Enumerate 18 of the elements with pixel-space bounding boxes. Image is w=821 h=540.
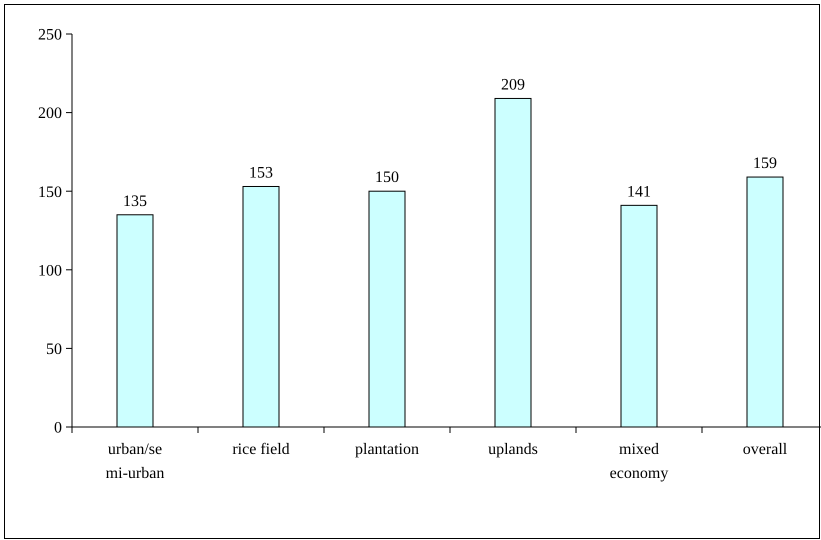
data-label: 209	[501, 76, 525, 94]
x-tick-label: rice field	[232, 441, 290, 458]
data-label: 141	[627, 183, 651, 200]
y-tick-label: 200	[38, 105, 62, 122]
data-label: 150	[375, 169, 399, 186]
y-tick-label: 100	[38, 262, 62, 280]
data-label: 135	[123, 192, 147, 210]
x-tick-label: overall	[742, 441, 788, 458]
x-tick-label: urban/semi-urban	[106, 441, 164, 482]
data-label: 153	[249, 164, 273, 182]
data-label: 159	[753, 155, 777, 172]
y-tick-label: 0	[54, 420, 62, 437]
y-tick-label: 250	[38, 26, 62, 44]
x-tick-label: uplands	[488, 441, 538, 458]
x-tick-label: mixed economy	[610, 441, 668, 482]
y-tick-label: 50	[46, 341, 62, 358]
x-tick-label: plantation	[355, 441, 419, 458]
y-tick-label: 150	[38, 184, 62, 201]
